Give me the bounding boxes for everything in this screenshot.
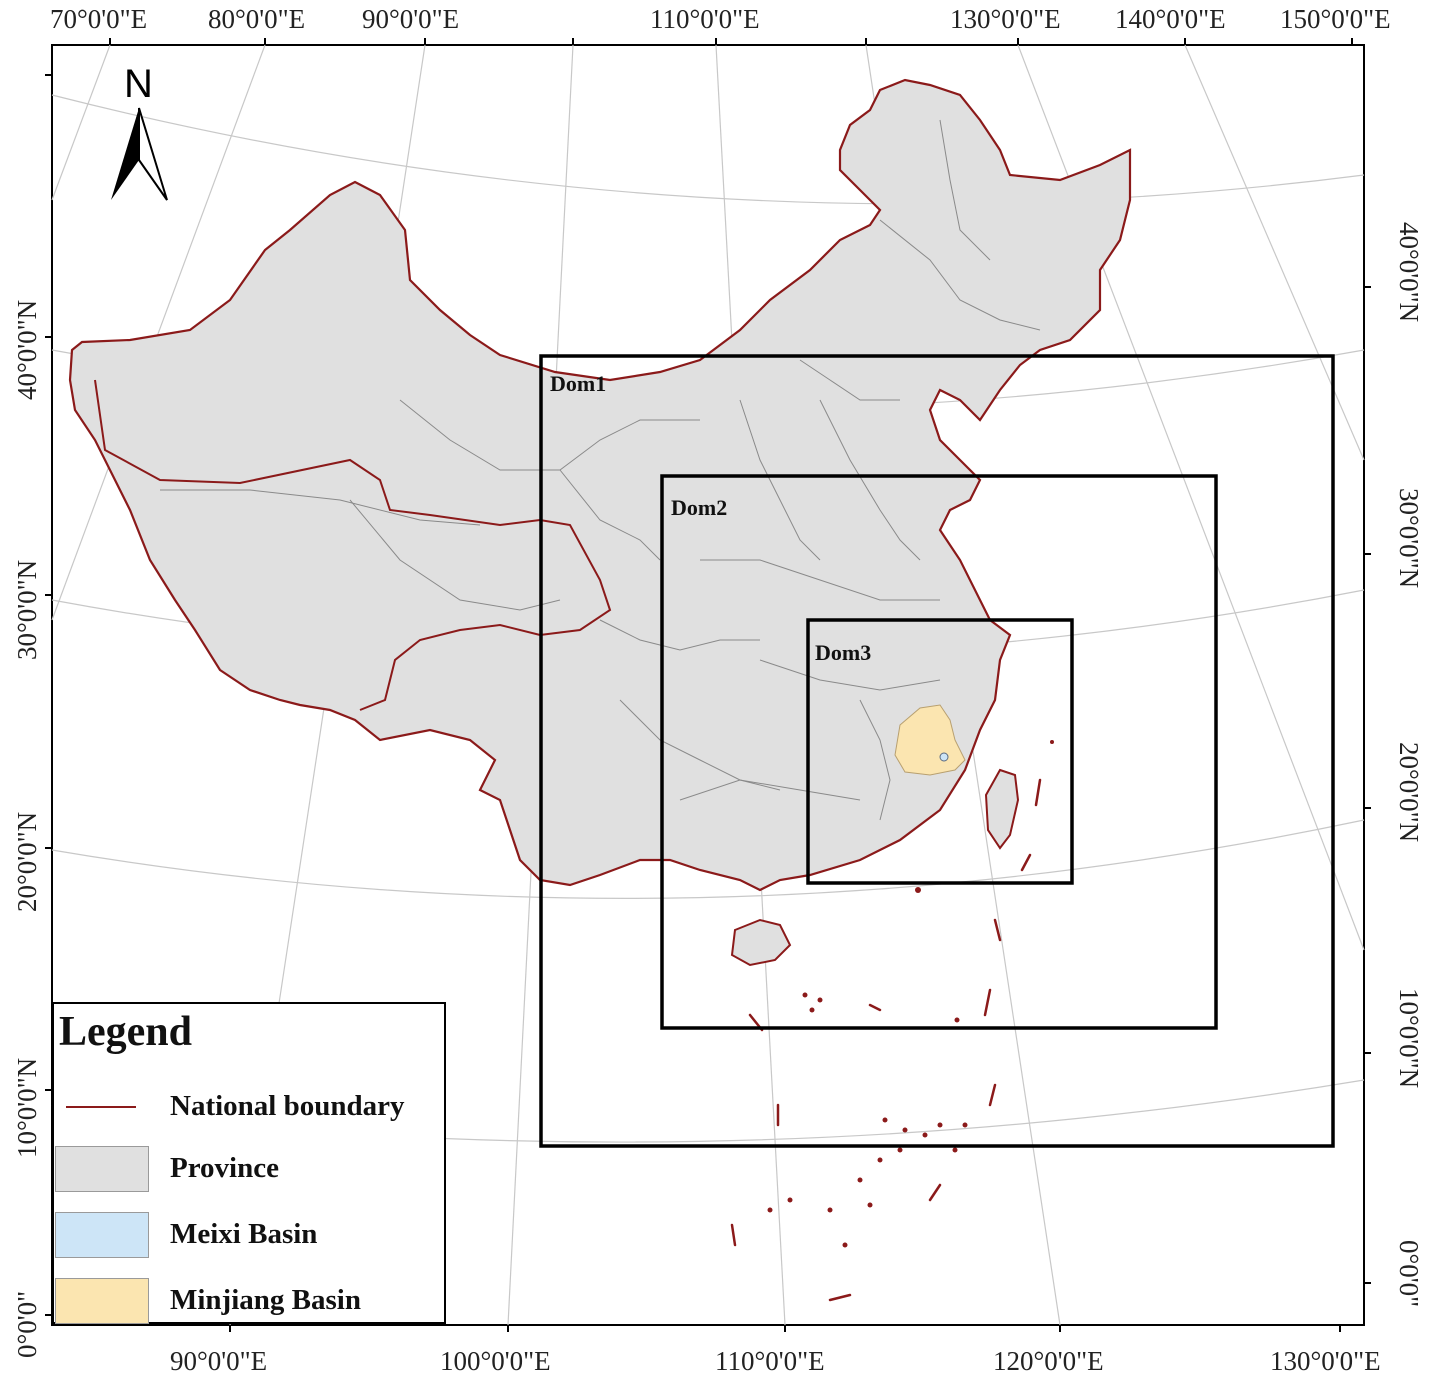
meixi-basin <box>939 752 949 762</box>
bottom-lon-label: 100°0'0"E <box>440 1346 551 1376</box>
left-lat-label: 0°0'0" <box>12 1291 42 1358</box>
legend-title: Legend <box>59 1009 193 1055</box>
domain-label-2: Dom2 <box>671 495 727 520</box>
taiwan-island <box>984 768 1020 850</box>
right-lat-label: 30°0'0"N <box>1394 488 1424 588</box>
province-swatch <box>55 1146 149 1192</box>
national-boundary-internal <box>94 379 612 711</box>
left-lat-label: 40°0'0"N <box>12 300 42 400</box>
tick-marks <box>45 38 1371 1332</box>
legend-item-label: National boundary <box>170 1090 405 1122</box>
top-lon-labels: 70°0'0"E 80°0'0"E 90°0'0"E 110°0'0"E 130… <box>50 4 1391 34</box>
hainan-island <box>730 918 792 967</box>
right-lat-label: 10°0'0"N <box>1394 988 1424 1088</box>
domain-box-2 <box>660 474 1218 1030</box>
legend-item-meixi-basin: Meixi Basin <box>54 1212 444 1260</box>
legend-item-label: Minjiang Basin <box>170 1284 361 1316</box>
left-lat-label: 30°0'0"N <box>12 560 42 660</box>
right-lat-label: 40°0'0"N <box>1394 222 1424 322</box>
national-boundary-swatch <box>66 1106 136 1108</box>
right-lat-label: 0°0'0" <box>1394 1240 1424 1307</box>
top-lon-label: 150°0'0"E <box>1280 4 1391 34</box>
top-lon-label: 140°0'0"E <box>1115 4 1226 34</box>
province-boundaries <box>160 119 1041 821</box>
legend-item-minjiang-basin: Minjiang Basin <box>54 1278 444 1326</box>
island-dots <box>767 740 1054 1248</box>
domain-box-3 <box>806 618 1074 885</box>
top-lon-label: 90°0'0"E <box>362 4 459 34</box>
legend: Legend National boundary Province Meixi … <box>52 1002 446 1324</box>
minjiang-basin-swatch <box>55 1278 149 1324</box>
legend-item-national-boundary: National boundary <box>54 1084 444 1132</box>
meixi-basin-swatch <box>55 1212 149 1258</box>
left-lat-label: 10°0'0"N <box>12 1058 42 1158</box>
domain-label-1: Dom1 <box>550 371 606 396</box>
bottom-lon-label: 90°0'0"E <box>170 1346 267 1376</box>
domain-label-3: Dom3 <box>815 640 871 665</box>
north-arrow-label: N <box>124 62 153 106</box>
left-lat-labels: 40°0'0"N 30°0'0"N 20°0'0"N 10°0'0"N 0°0'… <box>12 300 42 1358</box>
north-arrow-icon: N <box>111 62 168 201</box>
top-lon-label: 130°0'0"E <box>950 4 1061 34</box>
left-lat-label: 20°0'0"N <box>12 812 42 912</box>
legend-item-label: Meixi Basin <box>170 1218 318 1250</box>
bottom-lon-label: 120°0'0"E <box>993 1346 1104 1376</box>
top-lon-label: 110°0'0"E <box>650 4 760 34</box>
top-lon-label: 80°0'0"E <box>208 4 305 34</box>
legend-item-label: Province <box>170 1152 279 1184</box>
legend-item-province: Province <box>54 1146 444 1194</box>
right-lat-label: 20°0'0"N <box>1394 742 1424 842</box>
bottom-lon-label: 110°0'0"E <box>715 1346 825 1376</box>
south-sea-islands <box>730 778 1042 1302</box>
right-lat-labels: 40°0'0"N 30°0'0"N 20°0'0"N 10°0'0"N 0°0'… <box>1394 222 1424 1307</box>
bottom-lon-label: 130°0'0"E <box>1270 1346 1381 1376</box>
domain-box-1 <box>539 354 1335 1148</box>
top-lon-label: 70°0'0"E <box>50 4 147 34</box>
bottom-lon-labels: 90°0'0"E 100°0'0"E 110°0'0"E 120°0'0"E 1… <box>170 1346 1381 1376</box>
